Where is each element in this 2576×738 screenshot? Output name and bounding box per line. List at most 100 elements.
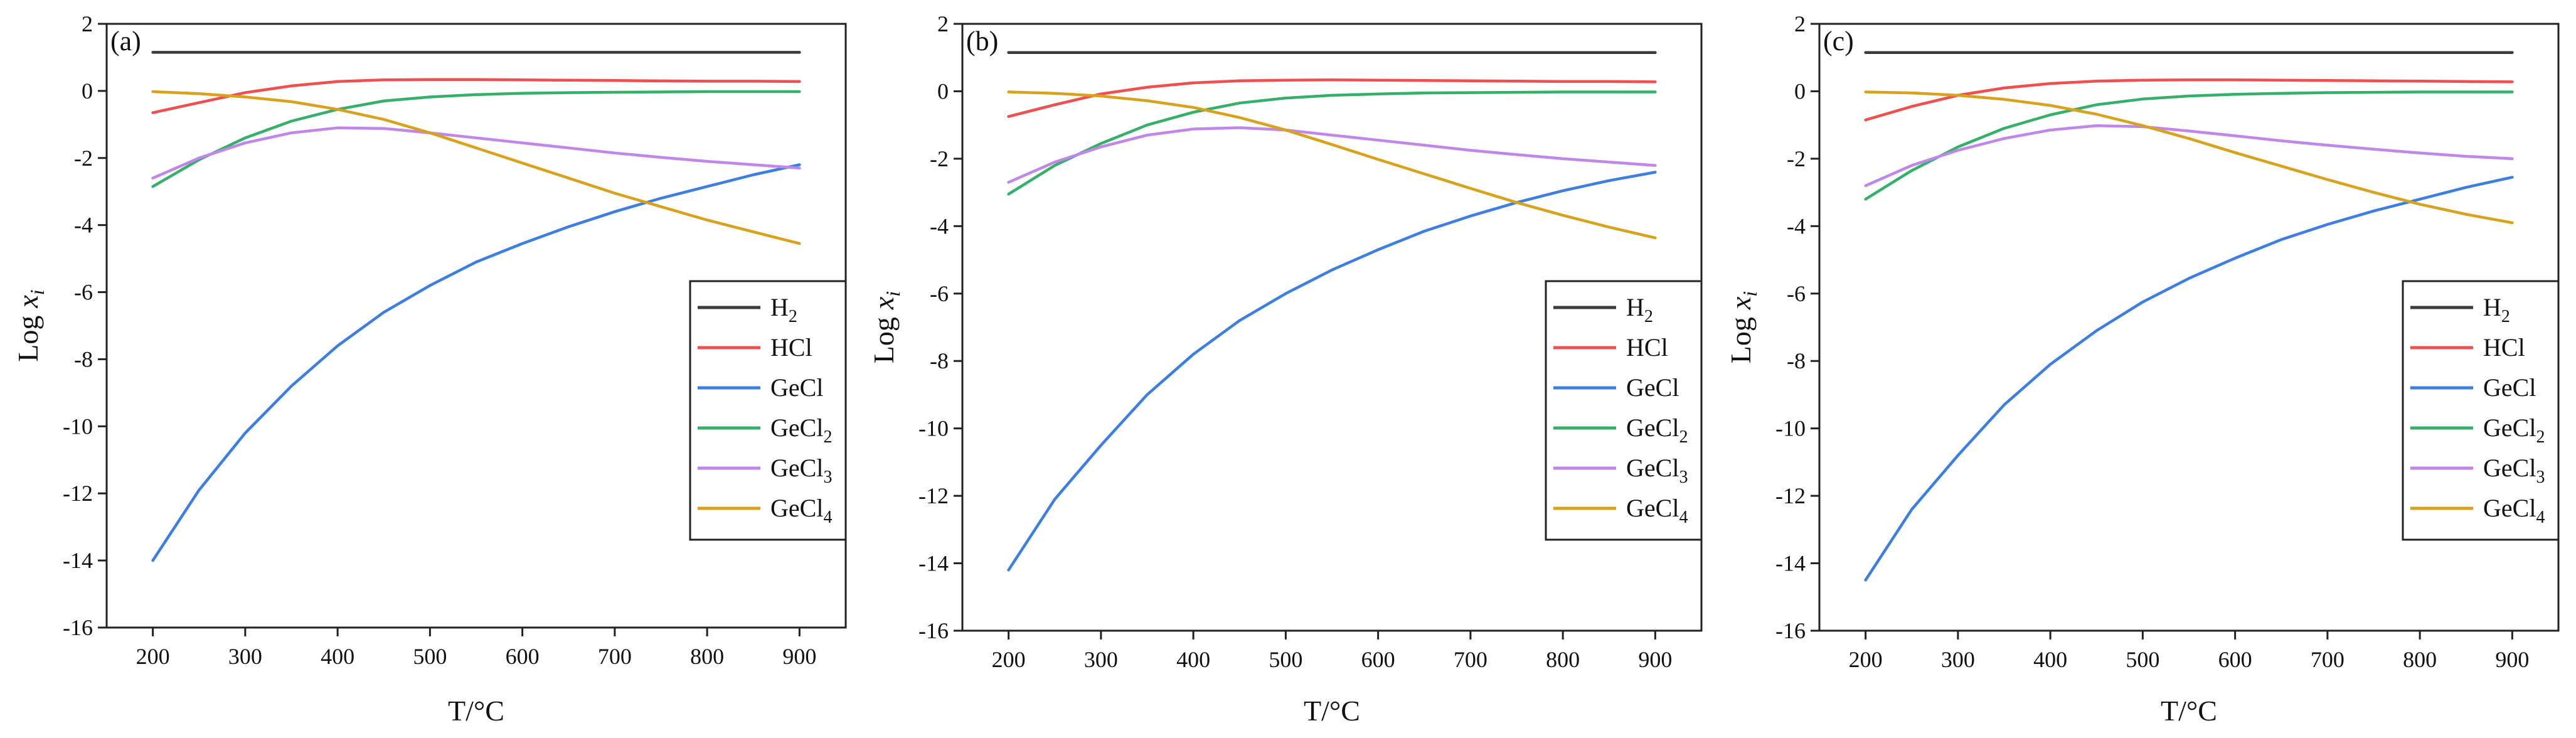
series-line-hcl [151,78,801,114]
legend-label-sub: 3 [823,468,832,487]
series-line-gecl [151,163,801,562]
y-tick-label: 2 [937,11,949,36]
legend-label-main: GeCl [770,373,823,402]
x-tick-label: 200 [1849,647,1883,672]
legend-label-hcl: HCl [2483,333,2525,361]
y-tick-label: -10 [918,416,949,441]
x-tick-label: 300 [1084,647,1118,672]
panel-b: 200 300 400 500 600 700 800 900 2 0 -2 -4 -6 -8 -10 -12… [868,11,1703,727]
legend-label-h2: H2 [2483,293,2510,326]
y-tick-label: -12 [918,483,949,508]
y-axis-title-log: Log [868,317,900,363]
y-tick-label: -12 [63,481,93,506]
y-tick-label: -16 [1775,618,1806,643]
legend-label-main: GeCl [1626,494,1679,522]
x-tick-label: 600 [506,644,540,669]
series-line-gecl3 [1864,124,2514,188]
legend-label-gecl: GeCl [770,373,823,402]
legend-label-gecl2: GeCl2 [770,414,832,447]
y-tick-label: -6 [930,281,949,306]
x-tick-label: 800 [2403,647,2437,672]
legend-label-main: GeCl [770,414,823,442]
y-axis-title-log: Log [12,316,44,362]
y-axis-title-sub: i [1738,291,1761,297]
x-tick-label: 800 [690,644,724,669]
panel-label: (a) [110,26,141,56]
legend-label-sub: 4 [823,508,832,527]
legend-label-main: H [2483,293,2501,321]
legend-label-sub: 2 [2501,307,2510,326]
y-tick-label: -2 [74,146,93,171]
legend-label-main: GeCl [1626,454,1679,482]
series-line-gecl3 [1007,126,1657,184]
y-tick-label: -4 [1787,213,1806,238]
x-tick-label: 900 [1638,647,1672,672]
panel-a: 200 300 400 500 600 700 800 900 2 0 -2 -4 -6 -8 -10 -12… [12,11,847,727]
legend-label-sub: 3 [2536,468,2545,487]
y-axis-title-var: x [12,295,44,309]
series-group [151,51,801,562]
series-line-hcl [1864,78,2514,122]
legend-label-sub: 2 [1679,427,1688,447]
legend-label-gecl4: GeCl4 [770,494,832,527]
series-line-hcl [1007,78,1657,118]
legend-box [1545,280,1703,541]
legend-label-sub: 2 [823,427,832,447]
x-tick-label: 400 [1176,647,1210,672]
x-tick-label: 900 [2495,647,2529,672]
y-tick-label: -2 [930,146,949,171]
x-tick-label: 600 [2218,647,2252,672]
legend-label-main: HCl [1626,333,1668,361]
y-tick-label: -10 [1775,416,1806,441]
x-tick-label: 500 [1269,647,1302,672]
series-line-gecl3 [151,126,801,180]
x-tick-label: 300 [1941,647,1975,672]
series-group [1864,51,2514,582]
y-tick-label: -8 [74,346,93,372]
y-axis-title-log: Log [1725,317,1757,363]
legend-label-sub: 2 [1644,307,1653,326]
x-axis-title: T/°C [2161,695,2217,727]
x-tick-label: 300 [228,644,262,669]
legend-label-gecl: GeCl [1626,373,1679,402]
series-line-gecl2 [1007,90,1657,196]
x-axis-title: T/°C [448,695,504,727]
legend-label-main: GeCl [2483,414,2536,442]
series-line-gecl4 [151,90,801,245]
legend-label-sub: 2 [2536,427,2545,447]
panel-label: (c) [1823,26,1854,56]
x-tick-label: 800 [1546,647,1580,672]
legend-label-main: GeCl [2483,373,2536,402]
legend-label-main: GeCl [1626,414,1679,442]
y-tick-label: -6 [1787,281,1806,306]
legend-label-main: GeCl [770,494,823,522]
legend-label-gecl2: GeCl2 [2483,414,2545,447]
y-axis-title: Log xi [12,289,48,361]
y-tick-label: 0 [1794,78,1806,104]
x-tick-label: 400 [321,644,354,669]
series-line-gecl2 [151,90,801,188]
y-tick-label: -14 [918,551,949,576]
y-axis-title: Log xi [868,291,904,363]
y-axis-title: Log xi [1725,291,1761,363]
y-tick-label: -8 [1787,348,1806,373]
legend-label-hcl: HCl [1626,333,1668,361]
legend-label-sub: 3 [1679,468,1688,487]
x-tick-label: 600 [1361,647,1395,672]
y-tick-label: -10 [63,414,93,439]
y-tick-label: 0 [82,78,93,104]
y-tick-label: 2 [1794,11,1806,36]
x-tick-label: 900 [782,644,816,669]
panel-c: 200 300 400 500 600 700 800 900 2 0 -2 -4 -6 -8 -10 -12… [1725,11,2560,727]
series-line-gecl2 [1864,90,2514,201]
series-line-gecl4 [1007,90,1657,240]
y-axis-title-sub: i [881,291,904,297]
legend-label-h2: H2 [1626,293,1653,326]
y-tick-label: -4 [930,213,949,238]
series-group [1007,51,1657,572]
x-tick-label: 500 [413,644,447,669]
legend-box [689,280,847,541]
y-tick-label: 0 [937,78,949,104]
